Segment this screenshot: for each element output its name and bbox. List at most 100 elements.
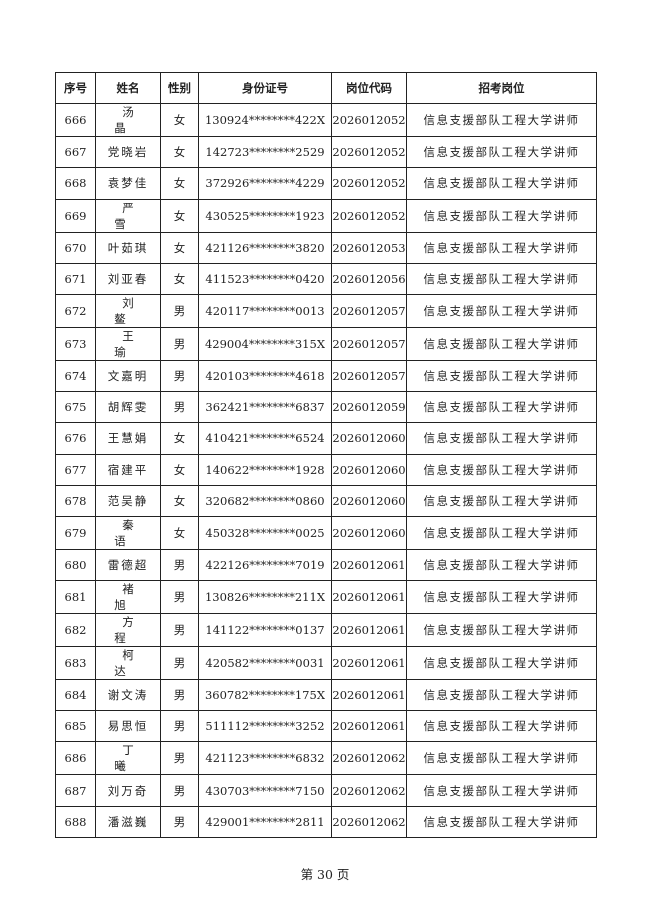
cell-post-code: 2026012059	[331, 391, 407, 424]
cell-name: 严雪	[95, 198, 161, 233]
cell-post: 信息支援部队工程大学讲师	[406, 231, 597, 264]
cell-post-code: 2026012053	[331, 231, 407, 264]
cell-id-number: 421126********3820	[198, 231, 332, 264]
cell-post: 信息支援部队工程大学讲师	[406, 580, 597, 615]
cell-post-code: 2026012062	[331, 741, 407, 776]
cell-gender: 女	[160, 136, 199, 169]
cell-gender: 女	[160, 231, 199, 264]
cell-id-number: 430525********1923	[198, 198, 332, 233]
cell-name: 雷德超	[95, 548, 161, 582]
cell-id-number: 420582********0031	[198, 646, 332, 681]
cell-name: 刘万奇	[95, 774, 161, 807]
cell-name: 秦语	[95, 515, 161, 550]
cell-post: 信息支援部队工程大学讲师	[406, 805, 597, 838]
cell-gender: 男	[160, 679, 199, 712]
cell-post-code: 2026012060	[331, 515, 407, 550]
cell-post: 信息支援部队工程大学讲师	[406, 103, 597, 138]
cell-name: 王瑜	[95, 326, 161, 361]
cell-name: 范吴静	[95, 484, 161, 517]
cell-gender: 女	[160, 262, 199, 295]
cell-gender: 男	[160, 391, 199, 424]
cell-index: 688	[55, 805, 96, 838]
cell-post-code: 2026012052	[331, 136, 407, 169]
cell-index: 681	[55, 580, 96, 615]
cell-index: 674	[55, 359, 96, 393]
table-row: 682 方程男 141122********0137 2026012061 信息支援部队…	[55, 613, 597, 648]
cell-post: 信息支援部队工程大学讲师	[406, 741, 597, 776]
cell-index: 666	[55, 103, 96, 138]
cell-post-code: 2026012052	[331, 198, 407, 233]
cell-name: 袁梦佳	[95, 167, 161, 200]
table-row: 676 王慧娟女 410421********6524 2026012060 信息支援部…	[55, 422, 597, 455]
cell-post-code: 2026012060	[331, 453, 407, 486]
table-row: 669 严雪女 430525********1923 2026012052 信息支援部队…	[55, 198, 597, 233]
cell-name: 易思恒	[95, 710, 161, 743]
cell-id-number: 320682********0860	[198, 484, 332, 517]
table-row: 683 柯达男 420582********0031 2026012061 信息支援部队…	[55, 646, 597, 681]
cell-gender: 男	[160, 613, 199, 648]
cell-index: 675	[55, 391, 96, 424]
cell-name: 刘鳌	[95, 293, 161, 328]
table-row: 677 宿建平女 140622********1928 2026012060 信息支援部…	[55, 453, 597, 486]
cell-post: 信息支援部队工程大学讲师	[406, 422, 597, 455]
header-post: 招考岗位	[406, 71, 597, 105]
cell-index: 678	[55, 484, 96, 517]
cell-post: 信息支援部队工程大学讲师	[406, 391, 597, 424]
cell-id-number: 130924********422X	[198, 103, 332, 138]
cell-index: 669	[55, 198, 96, 233]
table-row: 685 易思恒男 511112********3252 2026012061 信息支援部…	[55, 710, 597, 743]
cell-id-number: 411523********0420	[198, 262, 332, 295]
table-row: 666 汤晶女 130924********422X 2026012052 信息支援部队…	[55, 103, 597, 138]
cell-name: 谢文涛	[95, 679, 161, 712]
cell-index: 668	[55, 167, 96, 200]
cell-id-number: 142723********2529	[198, 136, 332, 169]
header-post-code: 岗位代码	[331, 71, 407, 105]
cell-gender: 男	[160, 326, 199, 361]
cell-post: 信息支援部队工程大学讲师	[406, 679, 597, 712]
cell-name: 汤晶	[95, 103, 161, 138]
table-row: 675 胡辉雯男 362421********6837 2026012059 信息支援部…	[55, 391, 597, 424]
cell-id-number: 141122********0137	[198, 613, 332, 648]
cell-index: 683	[55, 646, 96, 681]
cell-id-number: 140622********1928	[198, 453, 332, 486]
cell-post: 信息支援部队工程大学讲师	[406, 710, 597, 743]
cell-post: 信息支援部队工程大学讲师	[406, 262, 597, 295]
cell-index: 687	[55, 774, 96, 807]
cell-gender: 男	[160, 359, 199, 393]
cell-index: 670	[55, 231, 96, 264]
cell-gender: 男	[160, 580, 199, 615]
table-row: 678 范吴静女 320682********0860 2026012060 信息支援部…	[55, 484, 597, 517]
cell-index: 676	[55, 422, 96, 455]
cell-post-code: 2026012057	[331, 326, 407, 361]
cell-index: 671	[55, 262, 96, 295]
cell-post-code: 2026012060	[331, 484, 407, 517]
cell-post: 信息支援部队工程大学讲师	[406, 453, 597, 486]
cell-post-code: 2026012061	[331, 679, 407, 712]
cell-post-code: 2026012061	[331, 710, 407, 743]
cell-post-code: 2026012060	[331, 422, 407, 455]
cell-id-number: 410421********6524	[198, 422, 332, 455]
cell-post: 信息支援部队工程大学讲师	[406, 326, 597, 361]
candidate-table: 序号 姓名 性别 身份证号 岗位代码 招考岗位 666 汤晶女 130924****…	[55, 71, 597, 838]
cell-id-number: 511112********3252	[198, 710, 332, 743]
cell-index: 679	[55, 515, 96, 550]
cell-post: 信息支援部队工程大学讲师	[406, 359, 597, 393]
cell-name: 刘亚春	[95, 262, 161, 295]
cell-name: 叶茹琪	[95, 231, 161, 264]
cell-post: 信息支援部队工程大学讲师	[406, 198, 597, 233]
cell-post: 信息支援部队工程大学讲师	[406, 293, 597, 328]
table-row: 681 褚旭男 130826********211X 2026012061 信息支援部队…	[55, 580, 597, 615]
cell-index: 686	[55, 741, 96, 776]
cell-gender: 女	[160, 198, 199, 233]
cell-post-code: 2026012052	[331, 103, 407, 138]
cell-post-code: 2026012052	[331, 167, 407, 200]
table-row: 687 刘万奇男 430703********7150 2026012062 信息支援部…	[55, 774, 597, 807]
header-id-number: 身份证号	[198, 71, 332, 105]
table-row: 673 王瑜男 429004********315X 2026012057 信息支援部队…	[55, 326, 597, 361]
cell-id-number: 372926********4229	[198, 167, 332, 200]
cell-name: 胡辉雯	[95, 391, 161, 424]
table-row: 671 刘亚春女 411523********0420 2026012056 信息支援部…	[55, 262, 597, 295]
cell-post-code: 2026012057	[331, 359, 407, 393]
cell-post-code: 2026012061	[331, 548, 407, 582]
cell-name: 褚旭	[95, 580, 161, 615]
